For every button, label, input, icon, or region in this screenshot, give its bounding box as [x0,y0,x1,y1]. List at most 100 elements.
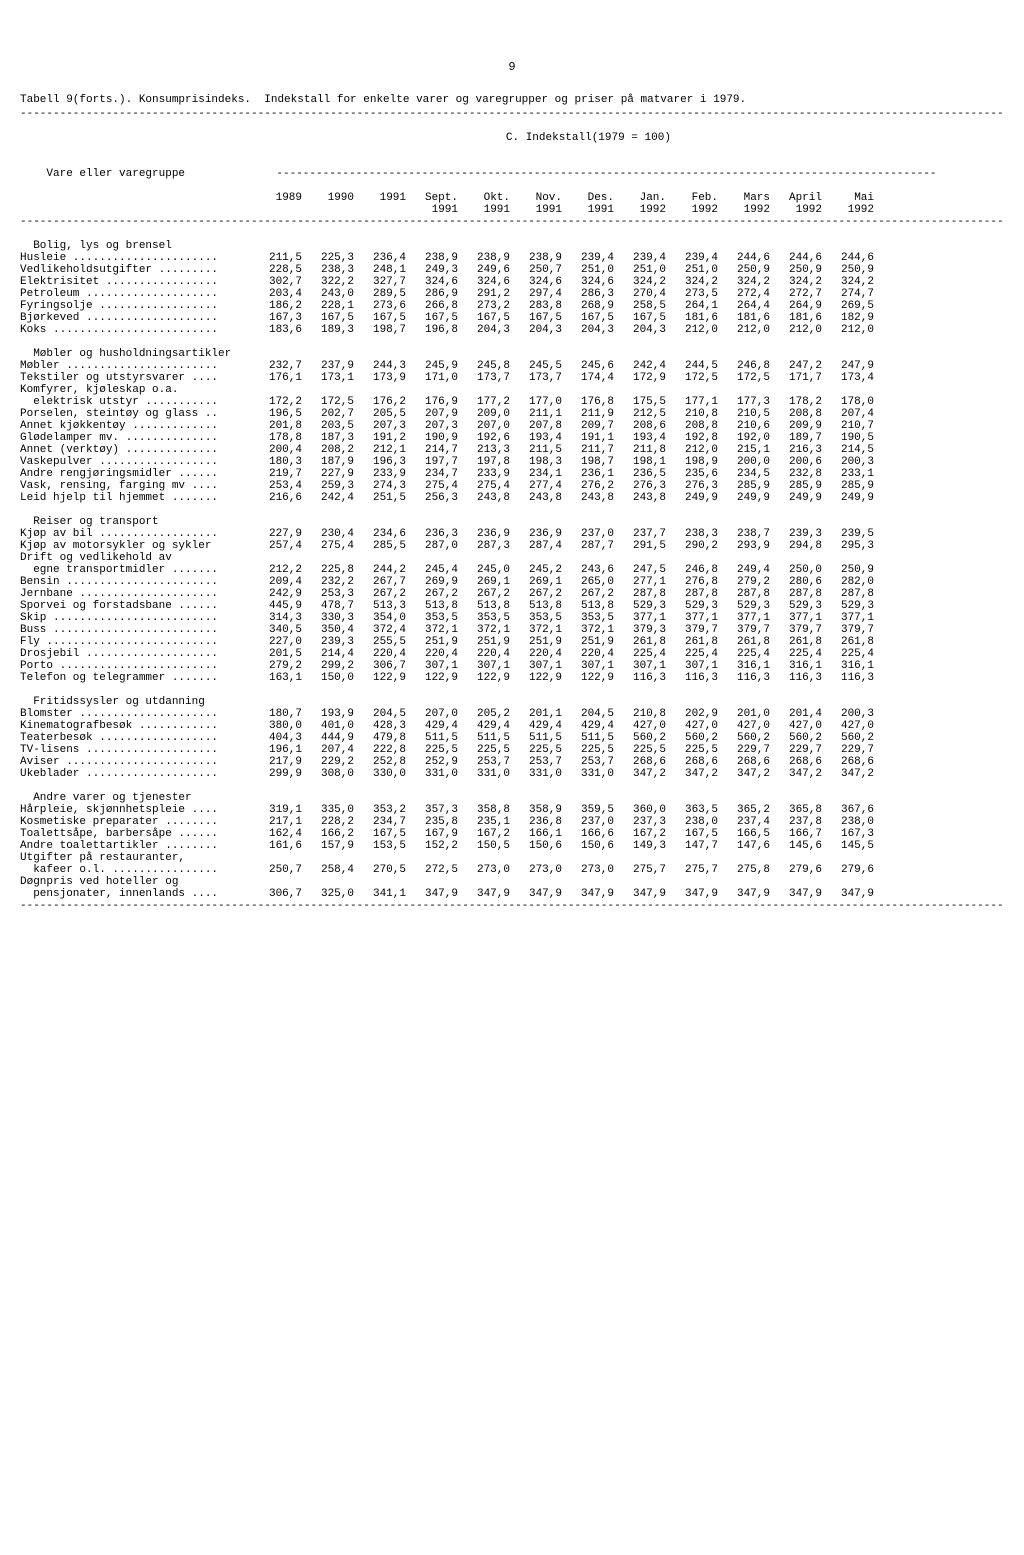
cell: 209,4 [250,576,302,588]
cell: 145,6 [770,840,822,852]
cell: 207,0 [406,708,458,720]
cell: 316,1 [718,660,770,672]
cell: 276,3 [614,480,666,492]
cell: 201,1 [510,708,562,720]
cell: 243,8 [510,492,562,504]
cell: 177,3 [718,396,770,408]
cell: 190,5 [822,432,874,444]
row-label: Toalettsåpe, barbersåpe ...... [20,828,250,840]
cell: 372,1 [562,624,614,636]
cell: 245,4 [406,564,458,576]
cell: 210,7 [822,420,874,432]
cell: 347,2 [770,768,822,780]
row-label: Blomster ..................... [20,708,250,720]
cell: 122,9 [458,672,510,684]
cell: 225,4 [718,648,770,660]
cell: 324,2 [666,276,718,288]
cell: 372,1 [406,624,458,636]
cell: 211,7 [562,444,614,456]
section-header: Fritidssysler og utdanning [20,696,1004,708]
cell: 217,1 [250,816,302,828]
cell: 210,5 [718,408,770,420]
cell: 116,3 [614,672,666,684]
row-label: Fyringsolje .................. [20,300,250,312]
table-row: Fly ..........................227,0239,3… [20,636,1004,648]
table-row: Utgifter på restauranter, [20,852,1004,864]
cell: 176,9 [406,396,458,408]
cell: 372,1 [510,624,562,636]
row-label: Buss ......................... [20,624,250,636]
cell: 220,4 [354,648,406,660]
cell: 285,9 [770,480,822,492]
table-row: Toalettsåpe, barbersåpe ......162,4166,2… [20,828,1004,840]
cell: 251,5 [354,492,406,504]
cell: 245,8 [458,360,510,372]
cell: 261,8 [666,636,718,648]
cell: 299,9 [250,768,302,780]
cell: 276,3 [666,480,718,492]
cell: 245,5 [510,360,562,372]
cell: 251,0 [562,264,614,276]
table-title: Tabell 9(forts.). Konsumprisindeks. Inde… [20,94,1004,106]
cell: 274,3 [354,480,406,492]
cell: 237,0 [562,528,614,540]
cell: 319,1 [250,804,302,816]
row-label: Fly .......................... [20,636,250,648]
cell: 560,2 [614,732,666,744]
cell: 207,8 [510,420,562,432]
cell: 291,5 [614,540,666,552]
table-row: Annet (verktøy) ..............200,4208,2… [20,444,1004,456]
row-label: Skip ......................... [20,612,250,624]
cell: 235,6 [666,468,718,480]
row-label: Kinematografbesøk ............ [20,720,250,732]
cell: 161,6 [250,840,302,852]
cell: 380,0 [250,720,302,732]
table-row: Aviser .......................217,9229,2… [20,756,1004,768]
table-row: Kosmetiske preparater ........217,1228,2… [20,816,1004,828]
cell: 324,6 [562,276,614,288]
cell: 273,5 [666,288,718,300]
cell: 214,4 [302,648,354,660]
cell: 265,0 [562,576,614,588]
cell: 201,0 [718,708,770,720]
cell: 212,0 [666,444,718,456]
cell: 232,8 [770,468,822,480]
cell: 116,3 [718,672,770,684]
cell: 167,5 [562,312,614,324]
cell: 189,3 [302,324,354,336]
cell: 211,8 [614,444,666,456]
table-row: Bensin .......................209,4232,2… [20,576,1004,588]
table-row: kafeer o.l. ................250,7258,427… [20,864,1004,876]
cell: 203,5 [302,420,354,432]
cell: 277,1 [614,576,666,588]
cell: 253,7 [510,756,562,768]
cell: 560,2 [666,732,718,744]
cell: 197,8 [458,456,510,468]
table-row: Drosjebil ....................201,5214,4… [20,648,1004,660]
cell: 255,5 [354,636,406,648]
cell: 245,9 [406,360,458,372]
cell: 182,9 [822,312,874,324]
cell: 275,4 [458,480,510,492]
cell: 250,7 [510,264,562,276]
cell: 279,2 [718,576,770,588]
cell: 244,3 [354,360,406,372]
cell: 249,9 [666,492,718,504]
cell: 379,7 [718,624,770,636]
cell: 353,5 [510,612,562,624]
cell: 331,0 [458,768,510,780]
cell: 239,4 [666,252,718,264]
cell: 324,2 [822,276,874,288]
cell: 225,3 [302,252,354,264]
cell: 222,8 [354,744,406,756]
table-row: Leid hjelp til hjemmet .......216,6242,4… [20,492,1004,504]
cell: 212,0 [666,324,718,336]
cell: 167,5 [666,828,718,840]
cell: 237,7 [614,528,666,540]
cell: 259,3 [302,480,354,492]
cell: 347,9 [770,888,822,900]
cell: 216,6 [250,492,302,504]
cell: 242,4 [302,492,354,504]
row-label: Kjøp av motorsykler og sykler [20,540,250,552]
cell: 228,5 [250,264,302,276]
